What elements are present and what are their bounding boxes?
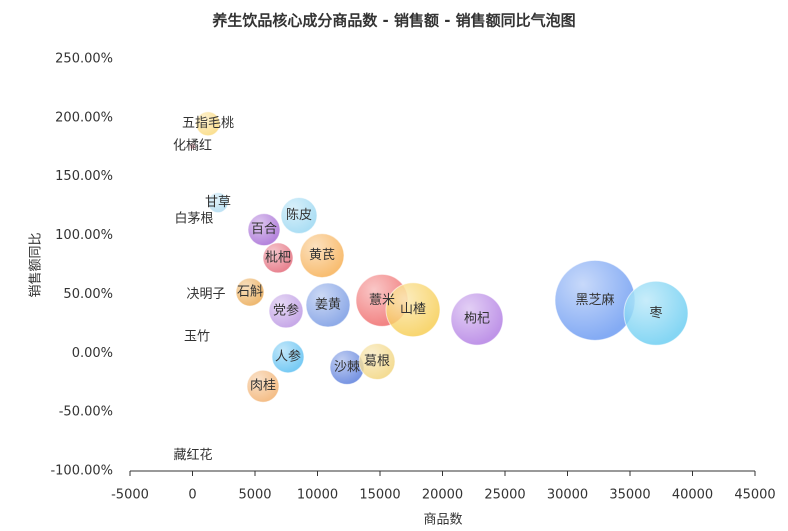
bubble-highlight	[236, 278, 264, 307]
y-tick-label: 250.00%	[55, 52, 113, 67]
bubbles	[189, 111, 689, 460]
bubble-highlight	[272, 340, 304, 373]
x-tick-label: 30000	[547, 488, 588, 503]
bubble-label: 党参	[273, 302, 299, 318]
bubble-label: 陈皮	[286, 207, 312, 223]
bubble-highlight	[359, 343, 395, 380]
bubble-label: 薏米	[369, 293, 395, 308]
bubble-label: 姜黄	[315, 298, 341, 313]
bubble-label: 藏红花	[173, 447, 212, 463]
chart-title: 养生饮品核心成分商品数 - 销售额 - 销售额同比气泡图	[211, 12, 575, 30]
y-tick-label: 50.00%	[63, 287, 113, 302]
bubble-label: 白茅根	[174, 211, 213, 227]
y-tick-label: -50.00%	[59, 405, 113, 420]
bubble-label: 五指毛桃	[182, 116, 234, 131]
bubble-label: 山楂	[400, 302, 426, 317]
bubble-highlight	[191, 216, 197, 223]
bubble-highlight	[247, 370, 279, 403]
bubble-label: 黑芝麻	[575, 292, 614, 308]
bubble-highlight	[269, 293, 303, 328]
y-tick-label: 150.00%	[55, 169, 113, 184]
bubble-highlight	[300, 233, 344, 278]
x-tick-label: 40000	[672, 488, 713, 503]
x-tick-label: 25000	[484, 488, 525, 503]
bubble-highlight	[248, 213, 280, 246]
x-tick-label: -5000	[111, 488, 149, 503]
bubble-highlight	[624, 281, 688, 346]
y-tick-label: 200.00%	[55, 110, 113, 125]
bubble-label: 甘草	[205, 195, 231, 210]
y-tick-label: 100.00%	[55, 228, 113, 243]
bubble-highlight	[555, 260, 635, 341]
bubble-highlight	[281, 197, 317, 234]
bubble-highlight	[208, 192, 228, 213]
bubble-highlight	[189, 143, 196, 150]
y-axis-title: 销售额同比	[28, 232, 44, 297]
bubble-highlight	[330, 350, 364, 385]
x-tick-label: 10000	[297, 488, 338, 503]
bubble-label: 化橘红	[173, 138, 212, 154]
bubble-highlight	[196, 111, 220, 136]
x-tick-label: 5000	[238, 488, 271, 503]
x-axis-title: 商品数	[423, 513, 462, 528]
bubble-label: 枣	[649, 306, 662, 321]
x-tick-label: 35000	[609, 488, 650, 503]
bubble-highlight	[190, 452, 196, 459]
x-tick-label: 20000	[422, 488, 463, 503]
bubble-highlight	[306, 283, 350, 328]
bubble-highlight	[263, 242, 293, 273]
x-tick-label: 0	[188, 488, 196, 503]
bubble-highlight	[194, 333, 200, 340]
bubble-label: 人参	[275, 348, 301, 364]
y-tick-label: -100.00%	[50, 464, 113, 479]
y-tick-label: 0.00%	[72, 346, 113, 361]
bubble-label: 石斛	[237, 285, 263, 300]
x-tick-label: 45000	[734, 488, 775, 503]
bubble-highlight	[451, 293, 503, 346]
bubble-label: 肉桂	[250, 379, 276, 394]
bubble-label: 沙棘	[334, 360, 360, 375]
bubble-highlight	[203, 291, 209, 298]
bubble-label: 百合	[251, 222, 277, 237]
bubble-label: 葛根	[364, 354, 390, 369]
x-tick-label: 15000	[359, 488, 400, 503]
bubble-label: 黄芪	[309, 248, 335, 263]
bubble-label: 玉竹	[184, 329, 210, 344]
bubble-label: 枇杷	[265, 250, 291, 265]
bubble-highlight	[386, 282, 440, 337]
bubble-label: 决明子	[186, 287, 225, 302]
bubble-label: 枸杞	[464, 312, 490, 327]
